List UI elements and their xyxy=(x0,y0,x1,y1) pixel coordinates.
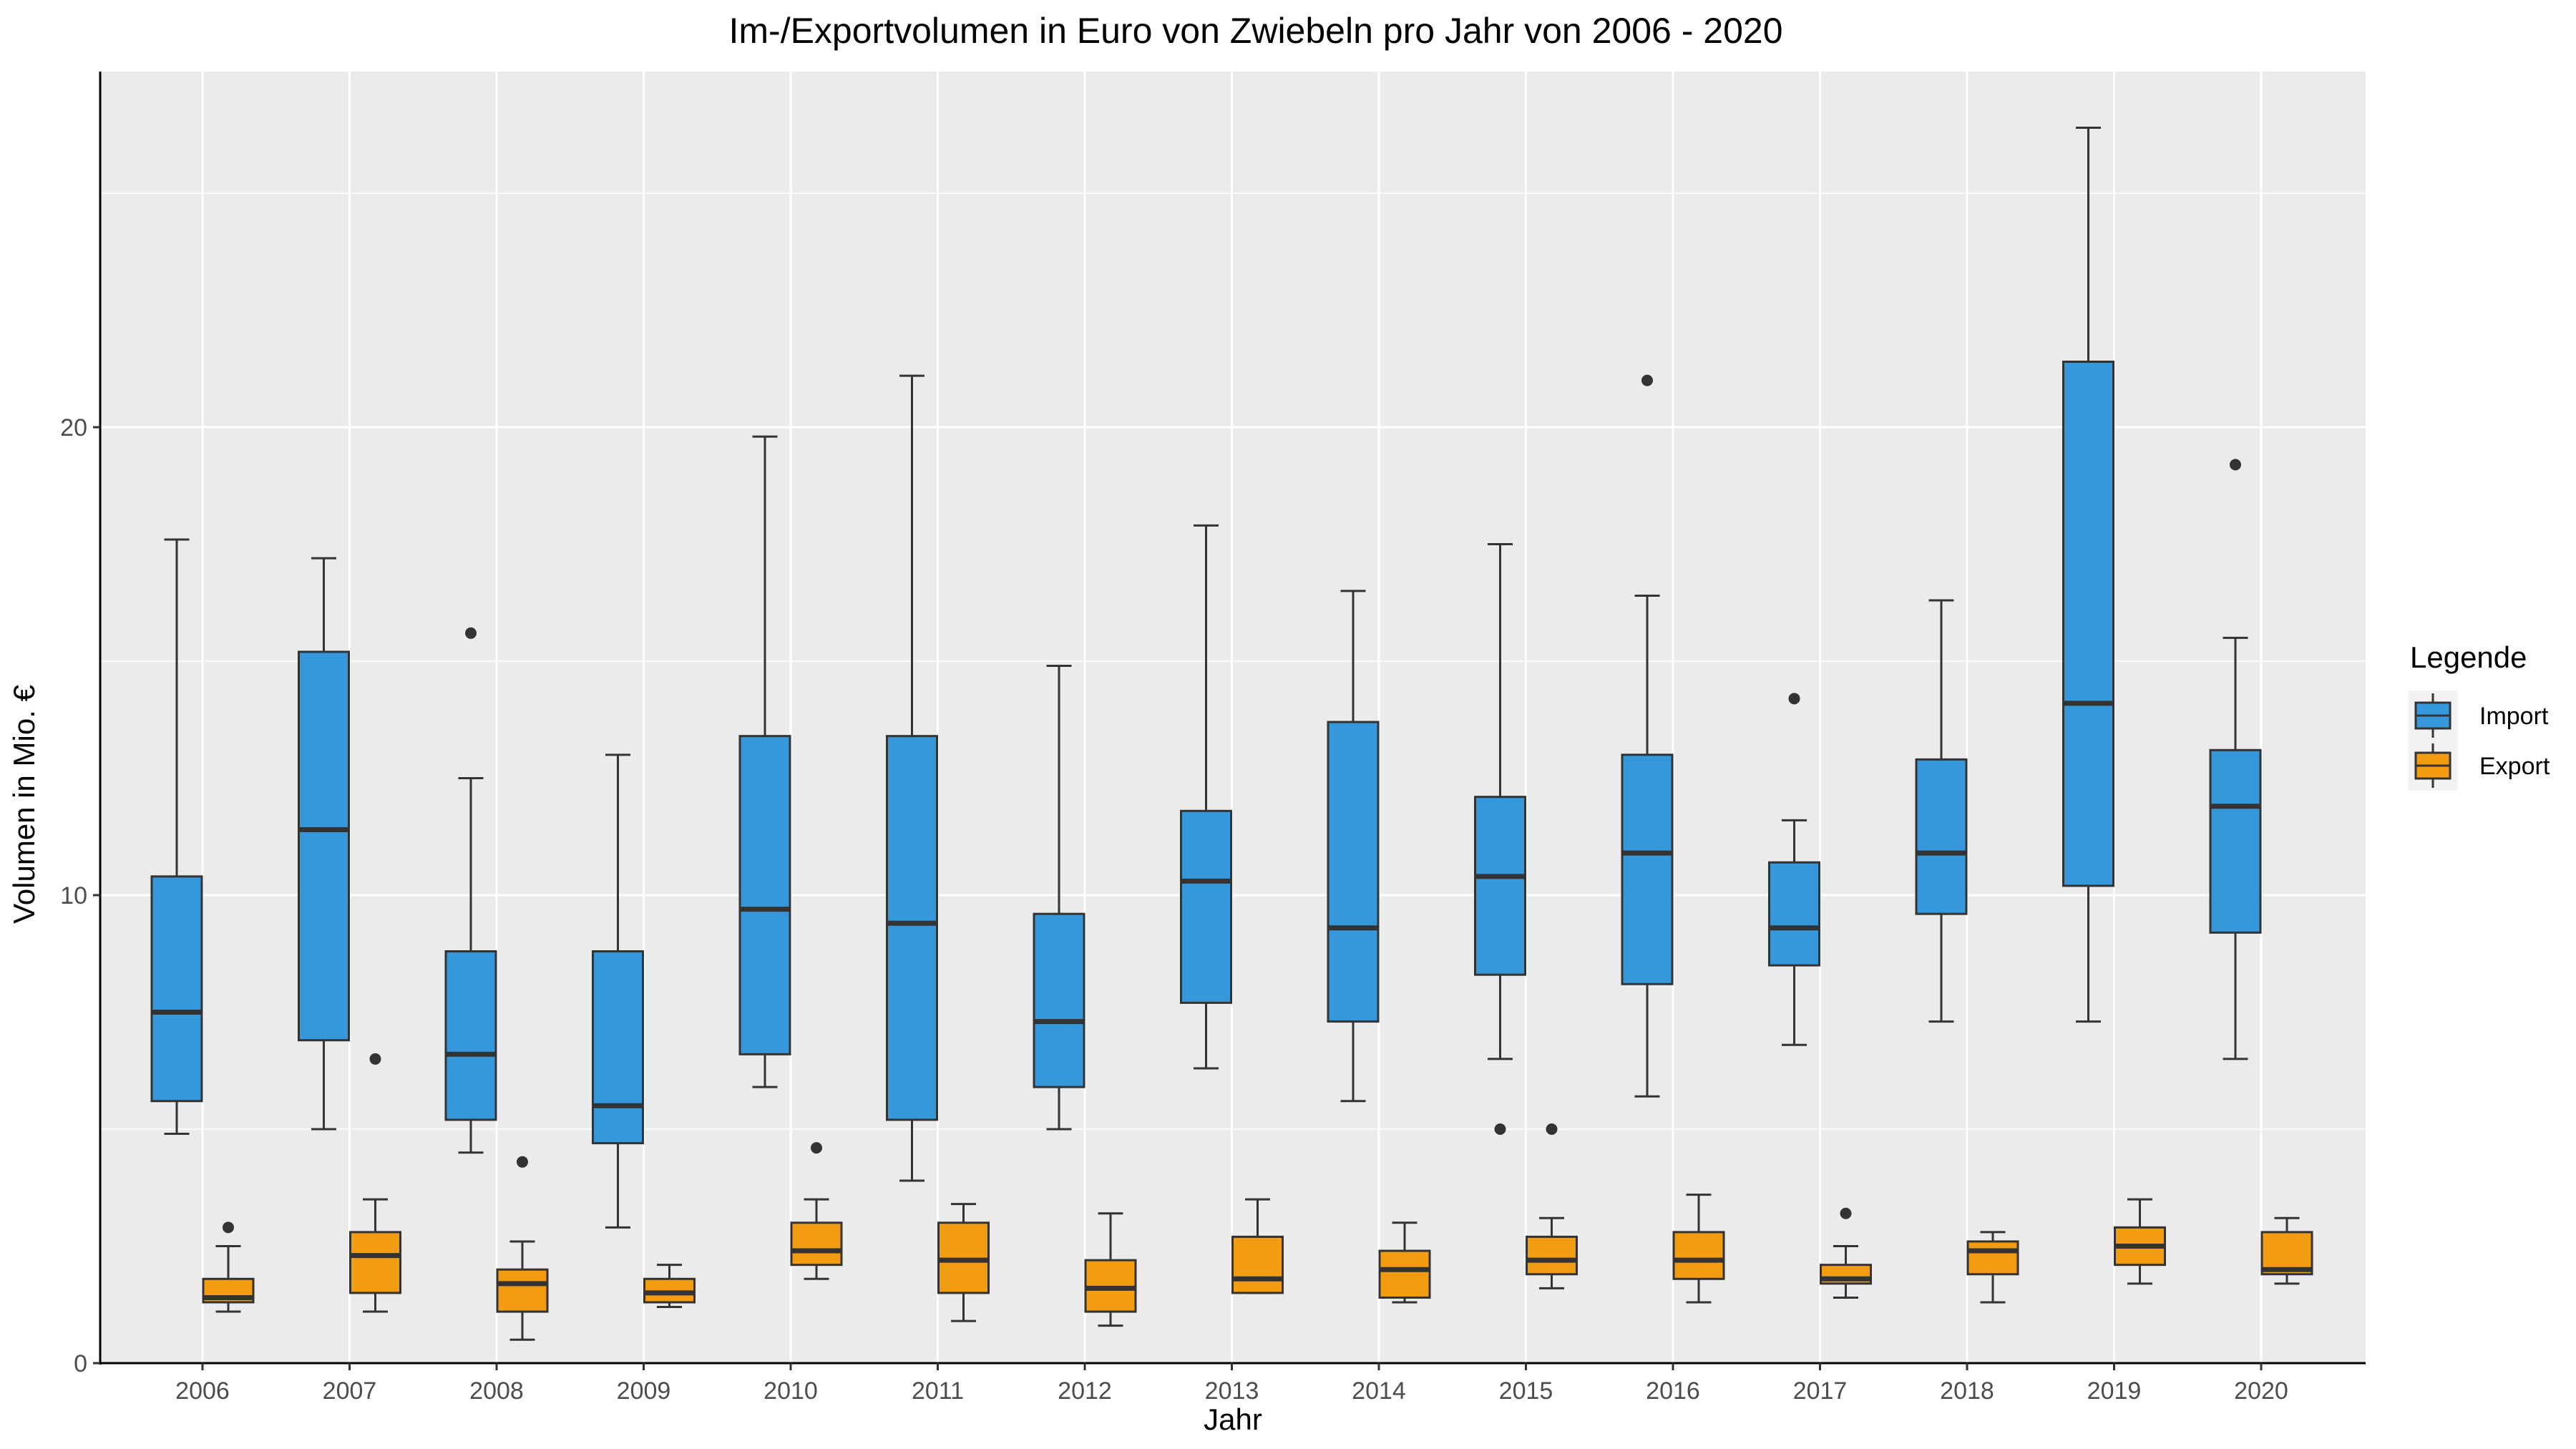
box-export-2020 xyxy=(2260,1216,2313,1285)
box-import-2008 xyxy=(444,627,497,1154)
box-export-2014 xyxy=(1378,1221,1431,1304)
x-tick-label: 2007 xyxy=(323,1377,377,1405)
outlier-point xyxy=(1840,1207,1852,1219)
chart-title: Im-/Exportvolumen in Euro von Zwiebeln p… xyxy=(729,11,1783,51)
box-iqr xyxy=(1915,758,1968,915)
x-tick-label: 2016 xyxy=(1646,1377,1700,1405)
box-iqr xyxy=(496,1268,549,1313)
box-iqr xyxy=(1621,753,1674,985)
box-iqr xyxy=(2062,360,2114,887)
box-iqr xyxy=(2209,748,2262,934)
box-export-2013 xyxy=(1231,1198,1284,1294)
x-tick-label: 2017 xyxy=(1793,1377,1848,1405)
box-export-2017 xyxy=(1820,1207,1872,1299)
box-iqr xyxy=(444,950,497,1121)
x-tick-label: 2013 xyxy=(1205,1377,1259,1405)
plot-area: 0 10 20 2006 2007 2008 2009 2010 2011 2012 2013 201… xyxy=(60,72,2366,1405)
box-import-2006 xyxy=(150,538,203,1136)
box-import-2016 xyxy=(1621,374,1674,1098)
box-import-2020 xyxy=(2209,459,2262,1060)
y-axis-title: Volumen in Mio. € xyxy=(7,685,41,924)
outlier-point xyxy=(1788,693,1800,705)
y-tick-label: 10 xyxy=(60,882,87,909)
box-iqr xyxy=(1966,1240,2019,1276)
x-tick-label: 2010 xyxy=(763,1377,818,1405)
x-tick-label: 2019 xyxy=(2087,1377,2142,1405)
x-tick-label: 2011 xyxy=(912,1377,964,1405)
y-tick-label: 20 xyxy=(60,414,87,441)
x-tick-label: 2015 xyxy=(1499,1377,1553,1405)
box-import-2007 xyxy=(298,557,350,1131)
box-import-2017 xyxy=(1768,693,1820,1046)
legend-item-import: Import xyxy=(2408,691,2549,741)
box-export-2015 xyxy=(1526,1123,1578,1289)
box-export-2011 xyxy=(937,1203,990,1322)
box-export-2010 xyxy=(790,1142,843,1280)
box-iqr xyxy=(738,735,791,1055)
box-export-2018 xyxy=(1966,1231,2019,1304)
box-export-2009 xyxy=(643,1264,696,1309)
box-iqr xyxy=(298,650,350,1042)
outlier-point xyxy=(2230,459,2241,471)
x-tick-label: 2012 xyxy=(1058,1377,1112,1405)
legend-label: Export xyxy=(2479,753,2550,780)
box-import-2010 xyxy=(738,435,791,1088)
box-export-2006 xyxy=(202,1221,255,1313)
y-tick-label: 0 xyxy=(74,1350,87,1377)
x-axis-title: Jahr xyxy=(1204,1402,1262,1436)
box-iqr xyxy=(1231,1235,1284,1294)
box-iqr xyxy=(1180,809,1232,1004)
x-tick-label: 2006 xyxy=(175,1377,230,1405)
outlier-point xyxy=(1641,374,1653,386)
box-import-2009 xyxy=(592,753,644,1229)
legend-item-export: Export xyxy=(2408,741,2550,791)
box-iqr xyxy=(1768,861,1820,967)
x-tick-label: 2018 xyxy=(1940,1377,1994,1405)
outlier-point xyxy=(811,1142,822,1154)
box-iqr xyxy=(1378,1249,1431,1299)
box-import-2011 xyxy=(886,374,938,1182)
box-export-2008 xyxy=(496,1156,549,1341)
x-tick-label: 2009 xyxy=(617,1377,671,1405)
outlier-point xyxy=(369,1053,381,1065)
box-import-2014 xyxy=(1327,590,1380,1103)
box-iqr xyxy=(1327,721,1380,1023)
box-export-2019 xyxy=(2114,1198,2166,1285)
x-tick-label: 2008 xyxy=(469,1377,524,1405)
box-iqr xyxy=(1033,912,1085,1088)
box-import-2012 xyxy=(1033,665,1085,1131)
box-iqr xyxy=(592,950,644,1145)
x-tick-label: 2014 xyxy=(1352,1377,1406,1405)
box-iqr xyxy=(1672,1231,1725,1280)
legend: Legende Import Export xyxy=(2408,640,2550,791)
box-import-2015 xyxy=(1474,543,1526,1136)
box-iqr xyxy=(349,1231,401,1294)
legend-label: Import xyxy=(2479,703,2549,730)
legend-title: Legende xyxy=(2410,640,2527,674)
box-iqr xyxy=(150,875,203,1103)
outlier-point xyxy=(1546,1123,1558,1136)
box-iqr xyxy=(886,735,938,1121)
box-iqr xyxy=(790,1221,843,1267)
box-export-2012 xyxy=(1084,1212,1137,1327)
outlier-point xyxy=(223,1221,234,1234)
box-import-2018 xyxy=(1915,599,1968,1023)
outlier-point xyxy=(517,1156,528,1168)
outlier-point xyxy=(1494,1123,1506,1136)
box-export-2016 xyxy=(1672,1194,1725,1304)
box-iqr xyxy=(1526,1235,1578,1276)
x-tick-label: 2020 xyxy=(2234,1377,2288,1405)
box-export-2007 xyxy=(349,1053,401,1313)
outlier-point xyxy=(465,627,477,639)
box-import-2013 xyxy=(1180,524,1232,1070)
box-iqr xyxy=(1474,796,1526,976)
box-import-2019 xyxy=(2062,126,2114,1023)
